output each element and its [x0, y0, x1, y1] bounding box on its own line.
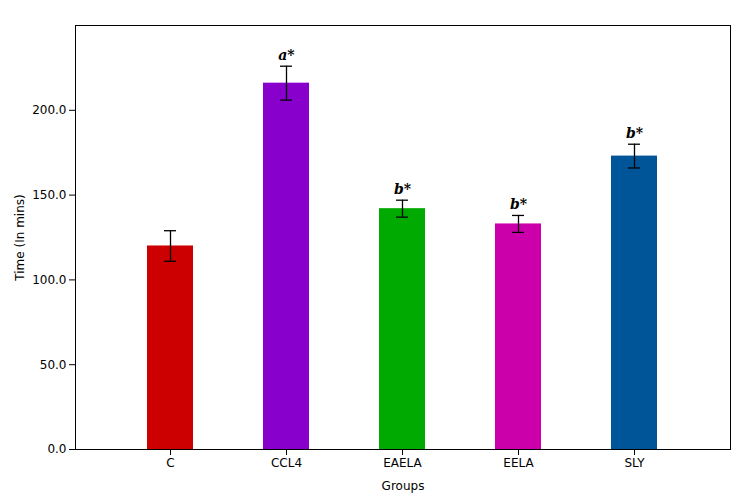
svg-text:Time (In mins): Time (In mins): [13, 194, 27, 281]
svg-text:50.0: 50.0: [40, 358, 67, 372]
svg-text:b*: b*: [510, 196, 528, 212]
svg-text:0.0: 0.0: [47, 442, 66, 456]
svg-text:C: C: [166, 456, 174, 470]
svg-text:EELA: EELA: [503, 456, 534, 470]
svg-text:200.0: 200.0: [32, 103, 66, 117]
svg-text:b*: b*: [394, 181, 412, 197]
svg-text:a*: a*: [278, 47, 295, 63]
svg-text:EAELA: EAELA: [383, 456, 422, 470]
svg-text:CCL4: CCL4: [271, 456, 302, 470]
svg-text:150.0: 150.0: [32, 188, 66, 202]
svg-text:100.0: 100.0: [32, 273, 66, 287]
svg-text:Groups: Groups: [382, 479, 425, 493]
svg-text:b*: b*: [626, 125, 644, 141]
svg-text:SLY: SLY: [624, 456, 645, 470]
